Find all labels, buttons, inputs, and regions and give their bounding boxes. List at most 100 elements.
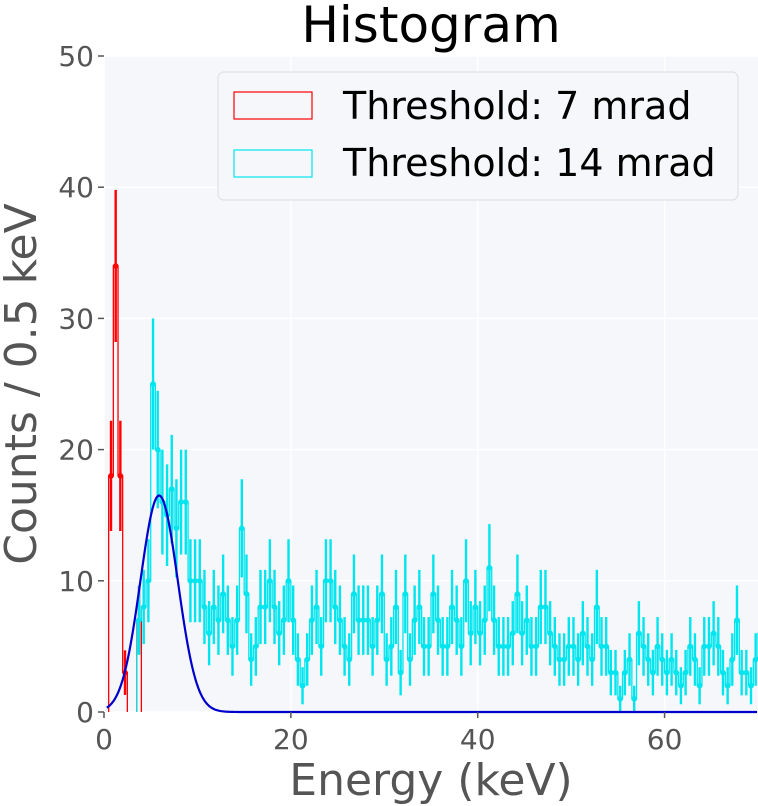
series-threshold-14-point	[411, 617, 418, 623]
series-threshold-14-point	[290, 617, 296, 623]
x-axis-title: Energy (keV)	[289, 755, 572, 806]
legend-label-threshold-7: Threshold: 7 mrad	[342, 84, 691, 128]
series-threshold-14-point	[566, 643, 572, 650]
gaussian-fit-curve	[106, 494, 758, 714]
series-threshold-14-point	[547, 630, 553, 637]
series-threshold-14-point	[738, 669, 745, 676]
series-threshold-14-point	[687, 643, 694, 650]
series-threshold-14-point	[743, 669, 750, 676]
series-threshold-14-point	[668, 656, 675, 663]
series-threshold-14-point	[556, 656, 563, 663]
series-threshold-14-point	[281, 617, 287, 623]
series-threshold-14-point	[715, 643, 722, 650]
series-threshold-14-point	[505, 643, 511, 650]
x-tick-label: 0	[95, 723, 113, 756]
series-threshold-14-point	[598, 643, 605, 650]
series-threshold-14-point	[439, 643, 446, 650]
series-threshold-14-point	[383, 656, 390, 663]
series-threshold-14-point	[734, 617, 740, 623]
series-threshold-14-point	[243, 591, 250, 597]
legend-swatch-threshold-14	[233, 149, 313, 178]
series-threshold-14-point	[640, 643, 647, 650]
series-threshold-14-point	[257, 604, 264, 610]
legend: Threshold: 7 mrad Threshold: 14 mrad	[217, 71, 739, 201]
series-threshold-7-point	[108, 473, 114, 479]
series-threshold-14-point	[724, 682, 731, 689]
y-tick-label: 20	[58, 434, 94, 467]
series-threshold-14-point	[519, 630, 525, 637]
series-threshold-14-point	[229, 643, 236, 650]
series-threshold-14-point	[612, 669, 619, 676]
series-threshold-14-point	[645, 656, 652, 663]
series-threshold-14-point	[752, 656, 758, 663]
series-threshold-14-point	[528, 643, 535, 650]
series-threshold-14-point	[421, 643, 427, 650]
series-threshold-14-point	[491, 617, 497, 623]
series-threshold-14-point	[444, 643, 451, 650]
series-threshold-14-point	[509, 630, 516, 637]
series-threshold-14-point	[449, 604, 455, 610]
series-threshold-14-point	[589, 656, 595, 663]
legend-box	[217, 71, 739, 201]
series-threshold-14-point	[654, 643, 661, 650]
series-threshold-14-point	[295, 656, 301, 663]
histogram-series	[108, 189, 758, 712]
fit-curve-layer	[106, 494, 758, 714]
series-threshold-14-point	[397, 669, 404, 676]
x-tick-label: 20	[273, 723, 309, 756]
series-threshold-14-point	[682, 669, 689, 676]
y-tick-label: 0	[76, 696, 94, 729]
legend-label-threshold-14: Threshold: 14 mrad	[342, 141, 716, 185]
series-threshold-14-point	[309, 617, 315, 623]
series-threshold-14-point	[215, 617, 222, 623]
series-threshold-14-point	[701, 643, 708, 650]
series-threshold-14-point	[435, 617, 441, 623]
series-threshold-14-point	[453, 617, 460, 623]
series-threshold-14-point	[234, 617, 240, 623]
x-tick-label: 60	[647, 723, 683, 756]
series-threshold-14-point	[271, 604, 278, 610]
series-threshold-14-point	[523, 617, 530, 623]
series-threshold-14-point	[355, 617, 362, 623]
series-threshold-14-point	[262, 604, 268, 610]
series-threshold-14-point	[500, 643, 507, 650]
y-tick-label: 50	[58, 40, 94, 73]
series-threshold-14-point	[346, 656, 353, 663]
series-threshold-14-point	[313, 604, 320, 610]
series-threshold-14-point	[220, 591, 226, 597]
y-tick-label: 30	[58, 302, 94, 335]
series-threshold-14-point	[210, 604, 217, 610]
series-threshold-14-point	[664, 669, 670, 676]
series-threshold-14-point	[276, 630, 282, 637]
series-threshold-14-point	[337, 617, 343, 623]
series-threshold-7-point	[117, 473, 124, 479]
series-threshold-14-point	[239, 525, 245, 532]
series-threshold-14-point	[472, 604, 479, 610]
series-threshold-14-point	[285, 578, 292, 584]
series-threshold-14-point	[570, 643, 577, 650]
series-threshold-14-point	[168, 486, 175, 492]
series-threshold-14-point	[659, 656, 666, 663]
series-threshold-14-point	[154, 446, 161, 453]
series-threshold-14-point	[196, 578, 203, 584]
series-threshold-14-point	[360, 617, 367, 623]
series-threshold-14-point	[299, 682, 306, 689]
chart-title: Histogram	[301, 0, 560, 54]
series-threshold-14-point	[551, 643, 558, 650]
series-threshold-14-point	[327, 578, 334, 584]
series-threshold-14-point	[748, 682, 754, 689]
series-threshold-7-point	[112, 263, 119, 269]
series-threshold-14-point	[514, 591, 521, 597]
axes: 0 20 40 60 0 10 20 30 40 50	[58, 40, 682, 756]
y-tick-label: 10	[58, 565, 94, 598]
series-threshold-14-point	[182, 499, 189, 505]
series-threshold-14-point	[477, 630, 483, 637]
series-threshold-14-point	[341, 643, 348, 650]
series-threshold-14-point	[481, 617, 488, 623]
legend-swatch-threshold-7	[233, 91, 313, 120]
series-threshold-14-point	[486, 564, 493, 571]
series-threshold-14-point	[710, 630, 717, 637]
series-threshold-14-point	[178, 499, 184, 505]
y-tick-label: 40	[58, 171, 94, 204]
